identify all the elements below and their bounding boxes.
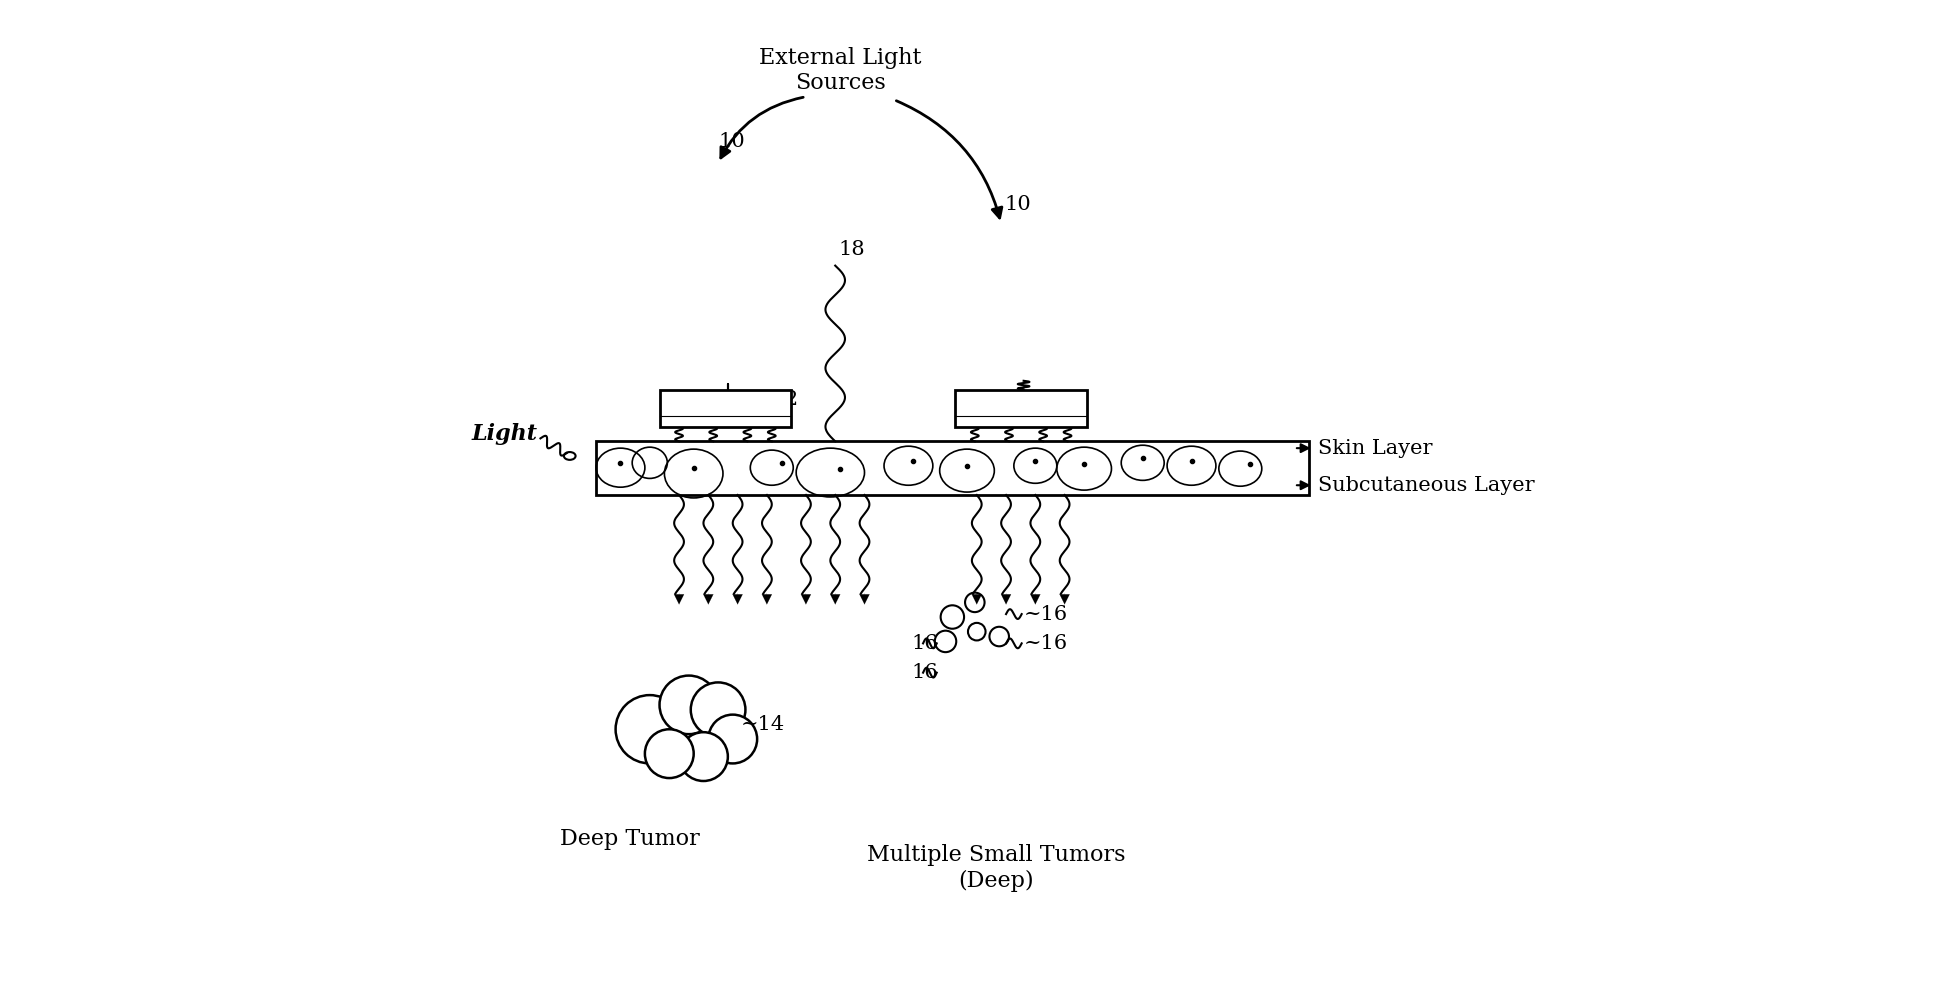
Ellipse shape bbox=[940, 605, 963, 629]
Text: 10: 10 bbox=[718, 133, 745, 151]
Ellipse shape bbox=[934, 631, 955, 652]
Text: ~16: ~16 bbox=[1023, 605, 1068, 624]
Bar bbox=[955, 390, 1087, 427]
Text: External Light
Sources: External Light Sources bbox=[758, 47, 921, 94]
Text: ~12: ~12 bbox=[975, 390, 1019, 409]
Text: 10: 10 bbox=[1004, 195, 1031, 214]
Text: 16: 16 bbox=[911, 634, 938, 652]
Text: Light: Light bbox=[472, 423, 538, 445]
Text: Skin Layer: Skin Layer bbox=[1319, 439, 1433, 457]
Ellipse shape bbox=[644, 730, 694, 778]
Bar bbox=[659, 390, 791, 427]
Ellipse shape bbox=[659, 675, 718, 735]
Text: ~16: ~16 bbox=[1023, 634, 1068, 652]
Ellipse shape bbox=[708, 715, 756, 763]
Text: ~14: ~14 bbox=[741, 715, 785, 734]
Text: Deep Tumor: Deep Tumor bbox=[561, 828, 700, 849]
Text: ~12: ~12 bbox=[754, 390, 799, 409]
Bar bbox=[596, 442, 1309, 495]
Ellipse shape bbox=[690, 682, 745, 738]
Ellipse shape bbox=[615, 695, 685, 763]
Text: Subcutaneous Layer: Subcutaneous Layer bbox=[1319, 476, 1536, 495]
Text: 16: 16 bbox=[911, 663, 938, 682]
Ellipse shape bbox=[990, 627, 1010, 646]
Text: 18: 18 bbox=[837, 240, 864, 258]
Text: Multiple Small Tumors
(Deep): Multiple Small Tumors (Deep) bbox=[866, 844, 1126, 892]
Ellipse shape bbox=[679, 733, 727, 781]
Ellipse shape bbox=[969, 623, 986, 641]
Ellipse shape bbox=[965, 593, 984, 612]
